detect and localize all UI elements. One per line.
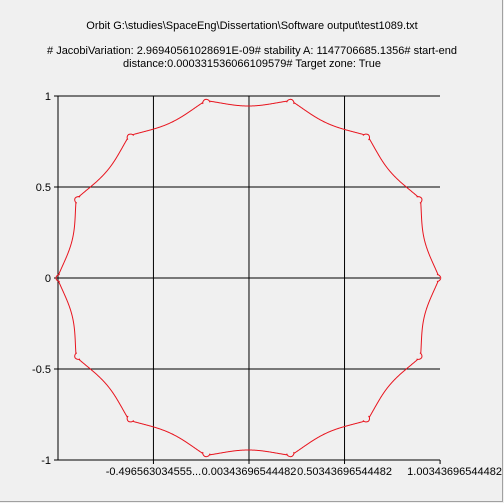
y-tick-label: -1 [41, 455, 51, 467]
orbit-series-line [55, 98, 442, 458]
y-tick-label: 1 [45, 91, 51, 103]
y-tick-label: 0 [45, 273, 51, 285]
axes [54, 95, 441, 464]
grid-lines [58, 95, 440, 461]
x-tick-label: 0.00343696544482 [202, 466, 297, 478]
chart-title: Orbit G:\studies\SpaceEng\Dissertation\S… [86, 20, 418, 32]
chart-subtitle: # JacobiVariation: 2.96940561028691E-09#… [47, 45, 457, 70]
x-tick-label: -0.496563034555... [106, 466, 201, 478]
y-tick-labels: 1 0.5 0 -0.5 -1 [32, 91, 51, 467]
y-tick-label: -0.5 [32, 364, 51, 376]
y-tick-label: 0.5 [36, 182, 51, 194]
x-tick-label: 0.50343696544482 [297, 466, 392, 478]
x-tick-labels: -0.496563034555... 0.00343696544482 0.5034… [106, 466, 502, 478]
x-tick-label: 1.00343696544482 [407, 466, 502, 478]
